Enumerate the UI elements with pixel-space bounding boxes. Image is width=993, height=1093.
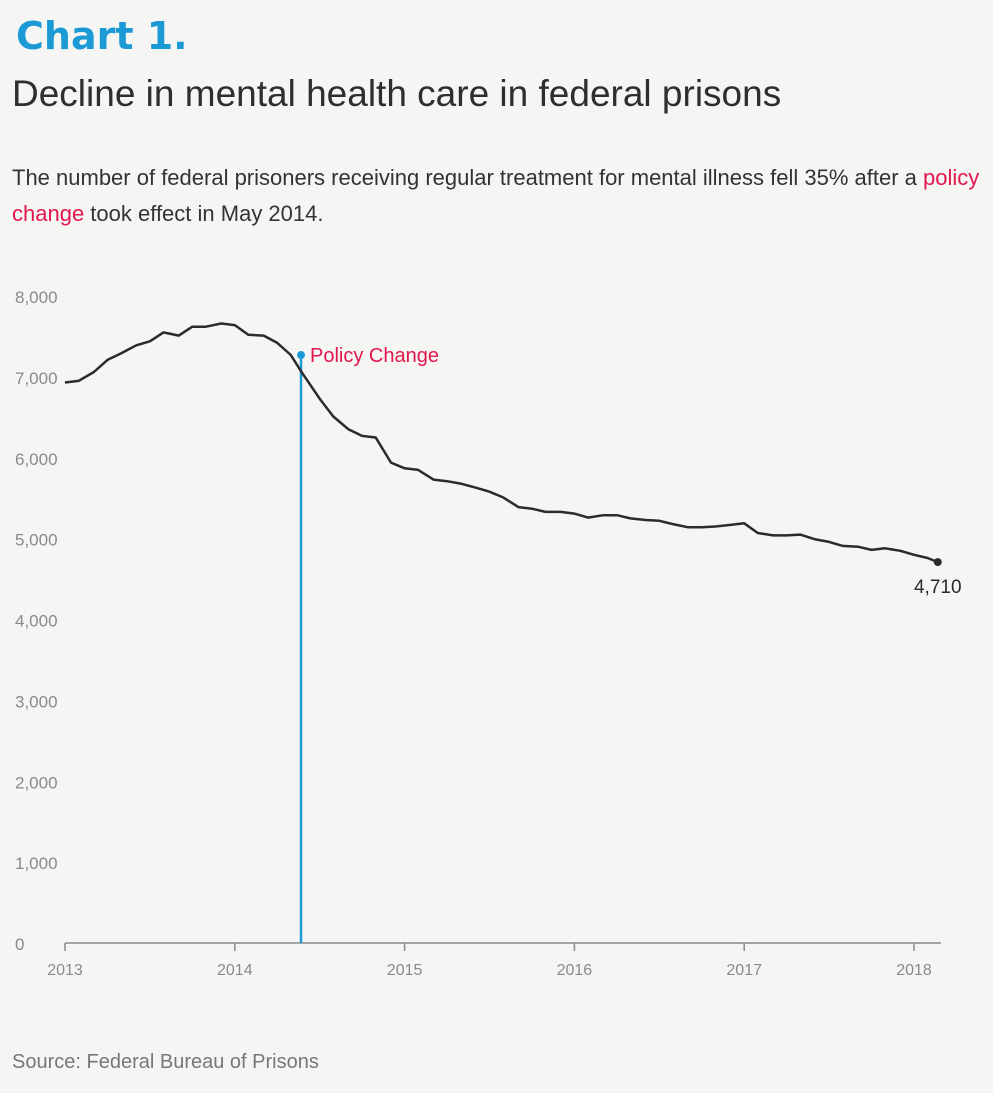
- subtitle-text-end: took effect in May 2014.: [84, 201, 324, 226]
- x-tick-label: 2015: [387, 962, 423, 979]
- y-tick-label: 7,000: [15, 369, 58, 388]
- chart-subtitle: The number of federal prisoners receivin…: [12, 160, 987, 232]
- end-value-label: 4,710: [914, 577, 962, 598]
- y-tick-label: 8,000: [15, 288, 58, 307]
- x-tick-label: 2013: [47, 962, 83, 979]
- y-tick-label: 6,000: [15, 450, 58, 469]
- y-tick-label: 5,000: [15, 531, 58, 550]
- x-tick-label: 2014: [217, 962, 253, 979]
- subtitle-highlight-policy-change: policy change: [12, 165, 980, 226]
- chart-number: Chart 1.: [16, 14, 188, 58]
- x-tick-label: 2016: [557, 962, 593, 979]
- line-chart: 0 1,000 2,000 3,000 4,000 5,000 6,000 7,000 8,00…: [15, 288, 962, 979]
- subtitle-text-start: The number of federal prisoners receivin…: [12, 165, 923, 190]
- x-tick-label: 2018: [896, 962, 932, 979]
- source-note: Source: Federal Bureau of Prisons: [12, 1051, 319, 1073]
- y-tick-label: 0: [15, 935, 24, 954]
- page-title: Decline in mental health care in federal…: [12, 73, 782, 114]
- y-tick-label: 3,000: [15, 692, 58, 711]
- end-point: [933, 558, 942, 567]
- policy-change-label: Policy Change: [310, 345, 439, 367]
- policy-change-point: [297, 351, 306, 360]
- y-tick-label: 4,000: [15, 612, 58, 631]
- x-tick-label: 2017: [726, 962, 762, 979]
- y-tick-label: 1,000: [15, 854, 58, 873]
- y-tick-label: 2,000: [15, 773, 58, 792]
- series-line: [64, 322, 939, 564]
